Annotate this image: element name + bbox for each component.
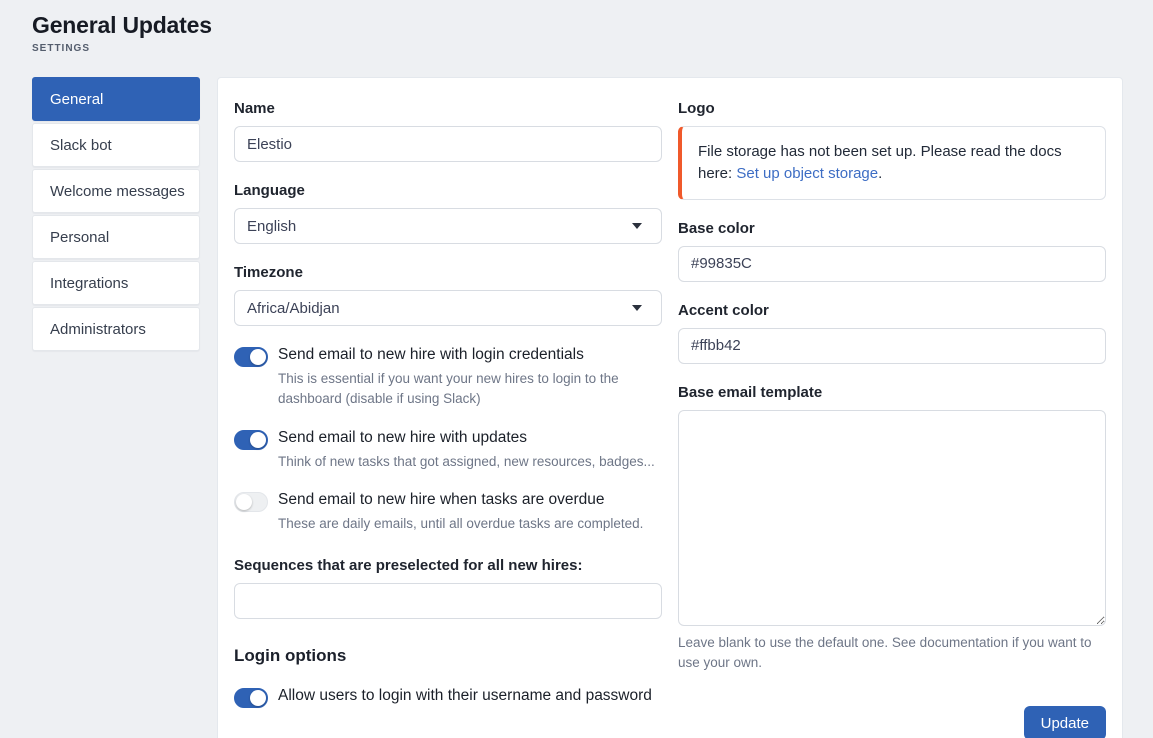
updates-toggle[interactable] <box>234 429 268 450</box>
sidebar-item-administrators[interactable]: Administrators <box>32 307 200 351</box>
chevron-down-icon <box>632 305 642 311</box>
base-color-input[interactable] <box>678 245 1106 282</box>
toggle-knob <box>250 690 266 706</box>
main-layout: General Slack bot Welcome messages Perso… <box>0 54 1153 738</box>
chevron-down-icon <box>632 223 642 229</box>
setup-object-storage-link[interactable]: Set up object storage <box>736 164 879 182</box>
alert-text: . <box>878 164 883 182</box>
language-select[interactable]: English <box>234 208 662 244</box>
page-title: General Updates <box>32 12 212 38</box>
toggle-label: Send email to new hire with login creden… <box>278 346 584 363</box>
logo-field: Logo File storage has not been set up. P… <box>678 100 1106 200</box>
timezone-field: Timezone Africa/Abidjan <box>234 264 662 326</box>
file-storage-alert: File storage has not been set up. Please… <box>678 126 1106 200</box>
logo-label: Logo <box>678 100 715 117</box>
page-subtitle: SETTINGS <box>32 43 91 54</box>
overdue-tasks-toggle[interactable] <box>234 491 268 512</box>
sidebar-item-label: General <box>50 90 104 108</box>
update-button[interactable]: Update <box>1023 706 1106 738</box>
language-label: Language <box>234 182 305 199</box>
toggle-row-username-password-login: Allow users to login with their username… <box>234 687 662 708</box>
accent-color-field: Accent color <box>678 302 1106 364</box>
toggle-label: Send email to new hire with updates <box>278 428 528 446</box>
username-password-login-toggle[interactable] <box>234 688 268 708</box>
sidebar-item-slack-bot[interactable]: Slack bot <box>32 123 200 167</box>
timezone-label: Timezone <box>234 264 303 281</box>
sidebar-item-label: Welcome messages <box>50 182 185 200</box>
toggle-row-overdue-tasks: Send email to new hire when tasks are ov… <box>234 491 662 534</box>
timezone-selected-value: Africa/Abidjan <box>247 299 340 317</box>
sidebar-item-integrations[interactable]: Integrations <box>32 261 200 305</box>
settings-sidebar: General Slack bot Welcome messages Perso… <box>32 77 200 353</box>
name-input[interactable] <box>234 126 662 162</box>
toggle-help-text: These are daily emails, until all overdu… <box>278 515 644 531</box>
login-credentials-toggle[interactable] <box>234 347 268 367</box>
toggle-help-text: This is essential if you want your new h… <box>278 371 619 407</box>
base-email-template-label: Base email template <box>678 383 823 401</box>
toggle-row-updates: Send email to new hire with updates Thin… <box>234 429 662 472</box>
toggle-label: Allow users to login with their username… <box>278 687 652 704</box>
name-field: Name <box>234 100 662 162</box>
sidebar-item-label: Slack bot <box>50 136 112 154</box>
toggle-label: Send email to new hire when tasks are ov… <box>278 490 605 508</box>
toggle-knob <box>250 349 266 365</box>
base-color-field: Base color <box>678 220 1106 282</box>
right-column: Logo File storage has not been set up. P… <box>678 100 1106 738</box>
button-row: Update <box>678 706 1106 738</box>
language-field: Language English <box>234 182 662 244</box>
base-email-template-field: Base email template Leave blank to use t… <box>678 384 1106 675</box>
alert-text: File storage has not been set up. Please… <box>698 143 1062 182</box>
timezone-select[interactable]: Africa/Abidjan <box>234 290 662 326</box>
page-header: General Updates SETTINGS <box>0 0 1153 54</box>
sidebar-item-personal[interactable]: Personal <box>32 215 200 259</box>
sidebar-item-label: Personal <box>50 228 110 246</box>
name-label: Name <box>234 100 275 117</box>
toggle-help-text: Think of new tasks that got assigned, ne… <box>278 453 655 469</box>
base-email-template-textarea[interactable] <box>678 409 1106 626</box>
sidebar-item-general[interactable]: General <box>32 77 200 121</box>
sidebar-item-label: Administrators <box>50 320 146 338</box>
sequences-field: Sequences that are preselected for all n… <box>234 557 662 619</box>
toggle-row-login-credentials: Send email to new hire with login creden… <box>234 346 662 410</box>
toggle-knob <box>236 493 252 510</box>
sidebar-item-welcome-messages[interactable]: Welcome messages <box>32 169 200 213</box>
login-options-heading: Login options <box>234 646 347 665</box>
sidebar-item-label: Integrations <box>50 274 129 292</box>
sequences-label: Sequences that are preselected for all n… <box>234 557 583 574</box>
accent-color-label: Accent color <box>678 301 769 319</box>
sequences-input[interactable] <box>234 583 662 619</box>
left-column: Name Language English Timezone Africa/Ab… <box>234 100 662 738</box>
accent-color-input[interactable] <box>678 327 1106 364</box>
toggle-knob <box>250 431 266 448</box>
language-selected-value: English <box>247 217 297 235</box>
base-color-label: Base color <box>678 219 755 237</box>
settings-card: Name Language English Timezone Africa/Ab… <box>217 77 1123 738</box>
base-email-template-help: Leave blank to use the default one. See … <box>678 634 1092 671</box>
